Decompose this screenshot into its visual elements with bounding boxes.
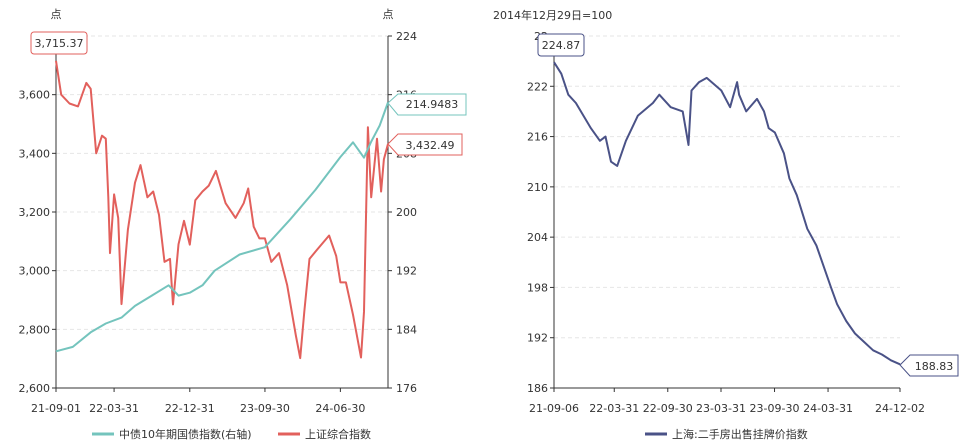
callout-bond-end-box	[387, 93, 467, 116]
callout-house-start-value: 224.87	[542, 39, 581, 52]
callout-sh-end-value: 3,432.49	[406, 139, 455, 152]
right-chart-y-tick-label: 186	[527, 382, 548, 395]
right-chart-y-tick-labels: 18619219820421021622222	[527, 30, 548, 395]
right-y-tick-label: 200	[396, 206, 417, 219]
left-legend: 中债10年期国债指数(右轴) 上证综合指数	[92, 427, 371, 441]
right-chart-y-tick-label: 216	[527, 131, 548, 144]
legend-label-sh: 上证综合指数	[305, 427, 371, 441]
right-chart: 18619219820421021622222 21-09-0622-03-31…	[493, 8, 959, 441]
right-chart-y-tick-label: 192	[527, 332, 548, 345]
index-base-note: 2014年12月29日=100	[493, 8, 612, 22]
callout-sh-start-box	[30, 31, 88, 55]
right-legend: 上海:二手房出售挂牌价指数	[645, 427, 808, 441]
right-chart-y-tick-label: 210	[527, 181, 548, 194]
right-chart-x-tick-label: 23-03-31	[696, 402, 746, 415]
left-y-tick-label: 3,200	[19, 206, 51, 219]
left-x-tick-label: 23-09-30	[240, 402, 290, 415]
right-chart-x-tick-label: 22-03-31	[589, 402, 639, 415]
legend-item-bond[interactable]: 中债10年期国债指数(右轴)	[92, 427, 252, 441]
right-gridlines	[550, 35, 901, 392]
series-line-shanghai-composite	[55, 60, 389, 360]
series-line-shanghai-house-price	[553, 61, 901, 366]
right-y-tick-label: 192	[396, 265, 417, 278]
callout-house-start-box	[537, 33, 585, 57]
legend-label-house: 上海:二手房出售挂牌价指数	[672, 427, 808, 441]
right-y-tick-label: 184	[396, 323, 417, 336]
callout-sh-start: 3,715.37	[30, 31, 88, 55]
callout-sh-start-value: 3,715.37	[35, 37, 84, 50]
legend-item-sh[interactable]: 上证综合指数	[278, 427, 371, 441]
right-chart-x-tick-label: 23-09-30	[750, 402, 800, 415]
left-y-tick-label: 3,600	[19, 89, 51, 102]
left-x-tick-labels: 21-09-01 22-03-31 22-12-31 23-09-30 24-06-30	[31, 402, 365, 415]
right-y-tick-label: 176	[396, 382, 417, 395]
left-x-tick-label: 24-06-30	[315, 402, 365, 415]
right-chart-x-tick-label: 21-09-06	[529, 402, 579, 415]
right-chart-x-tick-labels: 21-09-06 22-03-31 22-09-30 23-03-31 23-09-30…	[529, 402, 925, 415]
callout-bond-end-value: 214.9483	[406, 98, 459, 111]
left-x-tick-label: 22-03-31	[89, 402, 139, 415]
right-axis-unit: 点	[383, 8, 394, 21]
right-chart-x-tick-label: 22-09-30	[643, 402, 693, 415]
callout-sh-end: 3,432.49	[387, 133, 463, 156]
left-axis-unit: 点	[51, 8, 62, 21]
right-chart-x-tick-label: 24-03-31	[803, 402, 853, 415]
callout-house-start: 224.87	[537, 33, 585, 57]
left-gridlines	[52, 35, 392, 392]
series-line-bond-index	[55, 102, 389, 353]
left-x-tick-label: 22-12-31	[165, 402, 215, 415]
right-chart-x-tick-label: 24-12-02	[875, 402, 925, 415]
right-y-tick-label: 224	[396, 30, 417, 43]
left-y-tick-label: 3,000	[19, 265, 51, 278]
right-y-tick-labels: 176184192200208216224	[396, 30, 417, 395]
callout-house-end-value: 188.83	[915, 360, 954, 373]
legend-item-house[interactable]: 上海:二手房出售挂牌价指数	[645, 427, 808, 441]
callout-house-end: 188.83	[899, 354, 959, 377]
callout-bond-end: 214.9483	[387, 93, 467, 116]
right-chart-y-tick-label: 198	[527, 281, 548, 294]
left-y-tick-label: 2,800	[19, 323, 51, 336]
callout-house-end-box	[899, 354, 959, 377]
left-x-tick-label: 21-09-01	[31, 402, 81, 415]
right-chart-y-tick-label: 204	[527, 231, 548, 244]
left-y-tick-label: 2,600	[19, 382, 51, 395]
callout-sh-end-box	[387, 133, 463, 156]
right-chart-y-tick-label: 222	[527, 80, 548, 93]
legend-label-bond: 中债10年期国债指数(右轴)	[119, 427, 252, 441]
left-y-tick-label: 3,400	[19, 147, 51, 160]
